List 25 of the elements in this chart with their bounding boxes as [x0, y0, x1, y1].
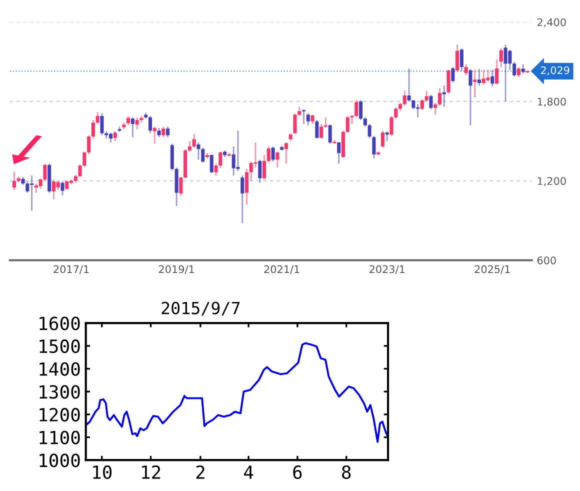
y-tick-label: 1500 — [40, 339, 80, 354]
y-tick-label: 1300 — [40, 385, 80, 399]
y-tick-label: 1200 — [40, 408, 80, 422]
y-tick-label: 1600 — [40, 316, 80, 330]
ref-line-label: 2,029 — [540, 66, 570, 76]
line-series — [86, 342, 388, 443]
y-tick-label: 2,400 — [537, 18, 566, 28]
x-tick-label: 2021/1 — [264, 265, 300, 274]
y-tick-label: 1,800 — [538, 98, 566, 107]
x-tick-label: 2017/1 — [54, 265, 89, 274]
y-tick-label: 1400 — [40, 362, 80, 376]
y-tick-label: 600 — [537, 256, 556, 264]
x-tick-label: 4 — [244, 466, 254, 479]
y-tick-label: 1,200 — [538, 177, 566, 186]
x-tick-label: 10 — [93, 465, 112, 479]
x-tick-label: 2 — [196, 465, 204, 479]
x-tick-label: 12 — [142, 465, 160, 479]
x-tick-label: 2019/1 — [158, 265, 194, 274]
x-tick-label: 2023/1 — [370, 265, 404, 274]
x-tick-label: 2025/1 — [474, 265, 510, 274]
chart-title: 2015/9/7 — [162, 302, 240, 316]
y-tick-label: 1100 — [40, 430, 80, 444]
x-tick-label: 8 — [342, 465, 351, 479]
y-tick-label: 1000 — [40, 454, 80, 468]
x-tick-label: 6 — [293, 465, 302, 479]
